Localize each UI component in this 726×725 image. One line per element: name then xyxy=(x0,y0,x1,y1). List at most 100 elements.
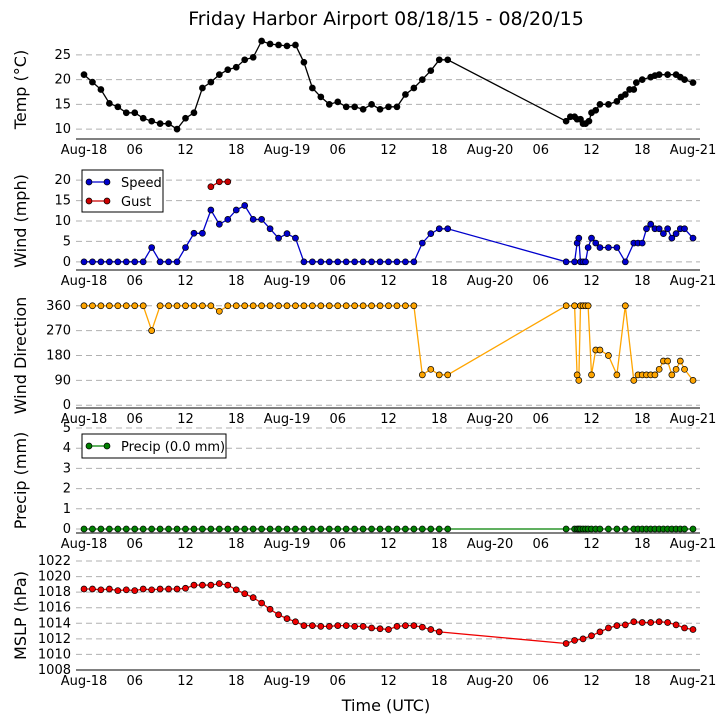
mslp-mslp-point xyxy=(258,599,265,607)
wind-speed-point xyxy=(241,202,249,209)
dir-direction-point xyxy=(148,327,156,334)
mslp-xtick-label: Aug-21 xyxy=(670,674,717,689)
dir-direction-point xyxy=(266,302,274,310)
wind-speed-point xyxy=(199,229,206,237)
wind-speed-point xyxy=(182,244,189,251)
precip-precip-point xyxy=(435,525,443,533)
precip-precip-point xyxy=(182,525,189,533)
temp-temp-point xyxy=(325,100,333,108)
dir-direction-point xyxy=(122,302,130,310)
dir-direction-point xyxy=(342,302,350,310)
wind-speed-point xyxy=(418,239,426,247)
temp-ytick-label: 20 xyxy=(54,73,71,88)
precip-precip-point xyxy=(97,525,105,533)
dir-direction-point xyxy=(664,357,671,365)
precip-precip-point xyxy=(376,525,384,533)
wind-xtick-label: 12 xyxy=(380,274,397,289)
mslp-mslp-point xyxy=(410,622,418,629)
wind-xtick-label: Aug-19 xyxy=(264,274,311,289)
dir-direction-point xyxy=(368,302,375,310)
precip-y-axis-label: Precip (mm) xyxy=(11,432,30,530)
wind-speed-point xyxy=(638,239,646,247)
temp-temp-point xyxy=(427,67,435,75)
temp-temp-point xyxy=(182,114,189,122)
mslp-ytick-label: 1010 xyxy=(38,647,71,662)
temp-temp-point xyxy=(613,98,621,105)
dir-direction-point xyxy=(300,302,308,310)
precip-precip-point xyxy=(309,525,316,533)
dir-direction-point xyxy=(689,377,697,384)
mslp-mslp-point xyxy=(655,618,663,626)
wind-speed-point xyxy=(122,258,130,266)
precip-precip-point xyxy=(292,525,299,533)
temp-temp-line xyxy=(83,40,694,130)
dir-direction-point xyxy=(165,302,172,310)
dir-direction-point xyxy=(139,302,147,310)
dir-direction-point xyxy=(444,371,452,379)
mslp-mslp-point xyxy=(605,624,612,632)
dir-xtick-label: 12 xyxy=(177,412,194,427)
temp-temp-point xyxy=(630,86,638,93)
wind-speed-point xyxy=(148,244,156,251)
dir-direction-point xyxy=(427,365,435,373)
temp-xtick-label: 18 xyxy=(431,143,448,158)
mslp-mslp-point xyxy=(630,618,638,626)
precip-precip-point xyxy=(317,525,325,533)
dir-direction-point xyxy=(681,365,688,373)
wind-xtick-label: 06 xyxy=(532,274,549,289)
dir-direction-line xyxy=(84,305,694,383)
wind-speed-point xyxy=(681,225,688,233)
precip-xtick-label: 12 xyxy=(380,537,397,552)
wind-speed-point xyxy=(342,258,350,266)
mslp-mslp-point xyxy=(309,622,316,629)
wind-xtick-label: 18 xyxy=(228,274,245,289)
precip-precip-point xyxy=(156,525,164,533)
temp-temp-point xyxy=(385,103,392,111)
temp-temp-point xyxy=(283,42,291,50)
dir-xtick-label: 18 xyxy=(228,412,245,427)
wind-speed-point xyxy=(402,258,409,266)
mslp-xtick-label: Aug-19 xyxy=(264,674,311,689)
dir-direction-point xyxy=(80,302,88,310)
temp-temp-point xyxy=(156,120,164,128)
precip-precip-point xyxy=(232,525,240,533)
precip-xtick-label: 18 xyxy=(634,537,651,552)
temp-temp-point xyxy=(592,106,600,114)
mslp-mslp-point xyxy=(156,585,164,593)
mslp-mslp-point xyxy=(207,581,215,589)
wind-xtick-label: Aug-20 xyxy=(467,274,514,289)
dir-direction-point xyxy=(131,302,139,310)
dir-direction-point xyxy=(573,371,581,379)
wind-speed-point xyxy=(215,220,223,228)
mslp-mslp-point xyxy=(664,619,671,626)
mslp-mslp-point xyxy=(376,625,384,633)
dir-xtick-label: 06 xyxy=(126,412,143,427)
dir-direction-point xyxy=(190,302,198,310)
wind-speed-point xyxy=(249,216,257,223)
dir-direction-point xyxy=(651,371,659,379)
precip-precip-point xyxy=(283,525,291,533)
mslp-ytick-label: 1012 xyxy=(38,632,71,647)
temp-temp-point xyxy=(585,117,593,125)
mslp-mslp-point xyxy=(588,632,595,640)
wind-speed-point xyxy=(359,258,367,266)
wind-speed-point xyxy=(444,225,452,233)
wind-xtick-label: 12 xyxy=(583,274,600,289)
temp-xtick-label: Aug-21 xyxy=(670,143,717,158)
temp-xtick-label: Aug-19 xyxy=(264,143,311,158)
mslp-mslp-point xyxy=(122,586,130,594)
dir-direction-point xyxy=(562,302,570,310)
mslp-mslp-point xyxy=(97,586,105,594)
temp-xtick-label: 12 xyxy=(380,143,397,158)
temp-temp-point xyxy=(232,63,240,71)
wind-ytick-label: 0 xyxy=(63,255,71,270)
precip-precip-point xyxy=(359,525,367,533)
wind-speed-point xyxy=(575,234,583,242)
wind-xtick-label: 12 xyxy=(177,274,194,289)
precip-ytick-label: 2 xyxy=(63,482,71,497)
mslp-mslp-point xyxy=(241,590,249,598)
wind-xtick-label: Aug-21 xyxy=(670,274,717,289)
wind-panel: 0 5 10 15 20 Wind (mph) Aug-18 06 12 18 Aug-19 06 12… xyxy=(11,169,717,289)
temp-temp-point xyxy=(275,41,282,49)
temp-temp-point xyxy=(165,120,172,128)
